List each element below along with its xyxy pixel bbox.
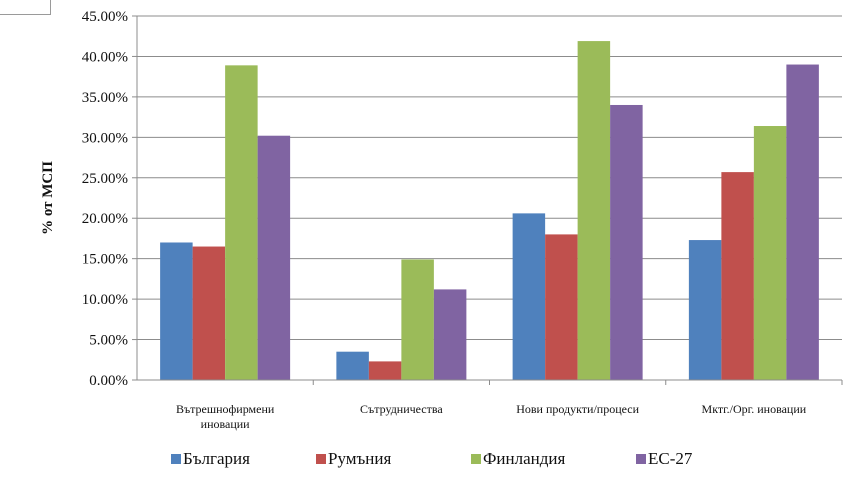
- y-tick-label: 0.00%: [89, 373, 128, 389]
- x-tick-label: Вътрешнофирмени: [176, 402, 275, 416]
- y-tick-label: 30.00%: [82, 130, 128, 146]
- bar: [610, 104, 643, 380]
- legend-label: България: [183, 449, 250, 468]
- bar: [688, 240, 722, 380]
- y-tick-label: 40.00%: [82, 49, 128, 65]
- axes: [132, 15, 843, 385]
- legend-swatch: [316, 454, 326, 464]
- y-tick-label: 45.00%: [82, 9, 128, 25]
- corner-frame: [0, 0, 51, 15]
- bar: [577, 41, 611, 380]
- x-tick-label: Сътрудничества: [360, 402, 443, 416]
- bar: [192, 246, 226, 380]
- y-tick-labels: 0.00% 5.00% 10.00% 15.00% 20.00% 25.00% 30.00%…: [82, 9, 128, 389]
- bar: [368, 361, 402, 380]
- bar: [257, 135, 291, 380]
- y-tick-label: 10.00%: [82, 292, 128, 308]
- y-tick-label: 15.00%: [82, 252, 128, 268]
- bar: [512, 213, 546, 380]
- x-tick-label: Мктг./Орг. иновации: [702, 402, 807, 416]
- bar: [160, 242, 193, 380]
- legend-swatch: [471, 454, 481, 464]
- bar: [721, 172, 754, 380]
- x-tick-label: Нови продукти/процеси: [516, 402, 639, 416]
- bar: [336, 351, 369, 380]
- bar: [786, 64, 819, 381]
- y-tick-label: 25.00%: [82, 171, 128, 187]
- bar: [433, 289, 467, 380]
- legend: България Румъния Финландия ЕС-27: [171, 449, 693, 468]
- bars: [160, 41, 819, 381]
- y-tick-label: 20.00%: [82, 211, 128, 227]
- y-tick-label: 5.00%: [89, 333, 128, 349]
- bar: [401, 259, 434, 380]
- y-tick-label: 35.00%: [82, 90, 128, 106]
- y-axis-label: % от МСП: [40, 161, 56, 235]
- bar: [753, 126, 787, 381]
- bar: [225, 65, 258, 380]
- x-tick-label: иновации: [201, 417, 251, 431]
- legend-label: ЕС-27: [648, 449, 693, 468]
- legend-swatch: [171, 454, 181, 464]
- legend-label: Финландия: [483, 449, 565, 468]
- legend-swatch: [636, 454, 646, 464]
- bar: [545, 234, 578, 380]
- legend-label: Румъния: [328, 449, 391, 468]
